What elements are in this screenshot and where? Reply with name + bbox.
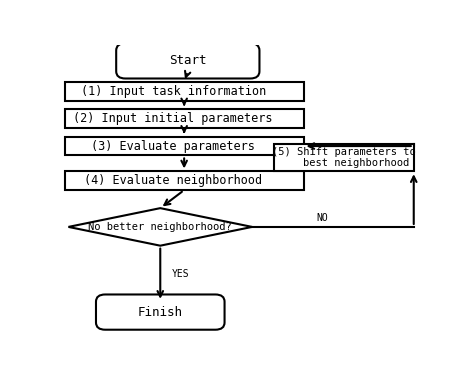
- Bar: [65, 136, 303, 156]
- Text: Start: Start: [169, 54, 207, 68]
- Text: (3) Evaluate parameters: (3) Evaluate parameters: [91, 140, 255, 153]
- FancyBboxPatch shape: [116, 43, 259, 78]
- Text: (5) Shift parameters to
    best neighborhood: (5) Shift parameters to best neighborhoo…: [272, 147, 416, 168]
- Text: (1) Input task information: (1) Input task information: [81, 85, 266, 98]
- Text: Finish: Finish: [138, 306, 183, 319]
- Text: (2) Input initial parameters: (2) Input initial parameters: [73, 112, 273, 125]
- Bar: [65, 171, 303, 190]
- Polygon shape: [68, 208, 252, 246]
- Bar: [274, 144, 414, 171]
- Bar: [65, 82, 303, 100]
- Text: NO: NO: [316, 213, 328, 223]
- FancyBboxPatch shape: [96, 294, 225, 330]
- Text: YES: YES: [171, 269, 189, 279]
- Text: (4) Evaluate neighborhood: (4) Evaluate neighborhood: [84, 174, 262, 187]
- Bar: [65, 109, 303, 128]
- Text: No better neighborhood?: No better neighborhood?: [88, 222, 232, 232]
